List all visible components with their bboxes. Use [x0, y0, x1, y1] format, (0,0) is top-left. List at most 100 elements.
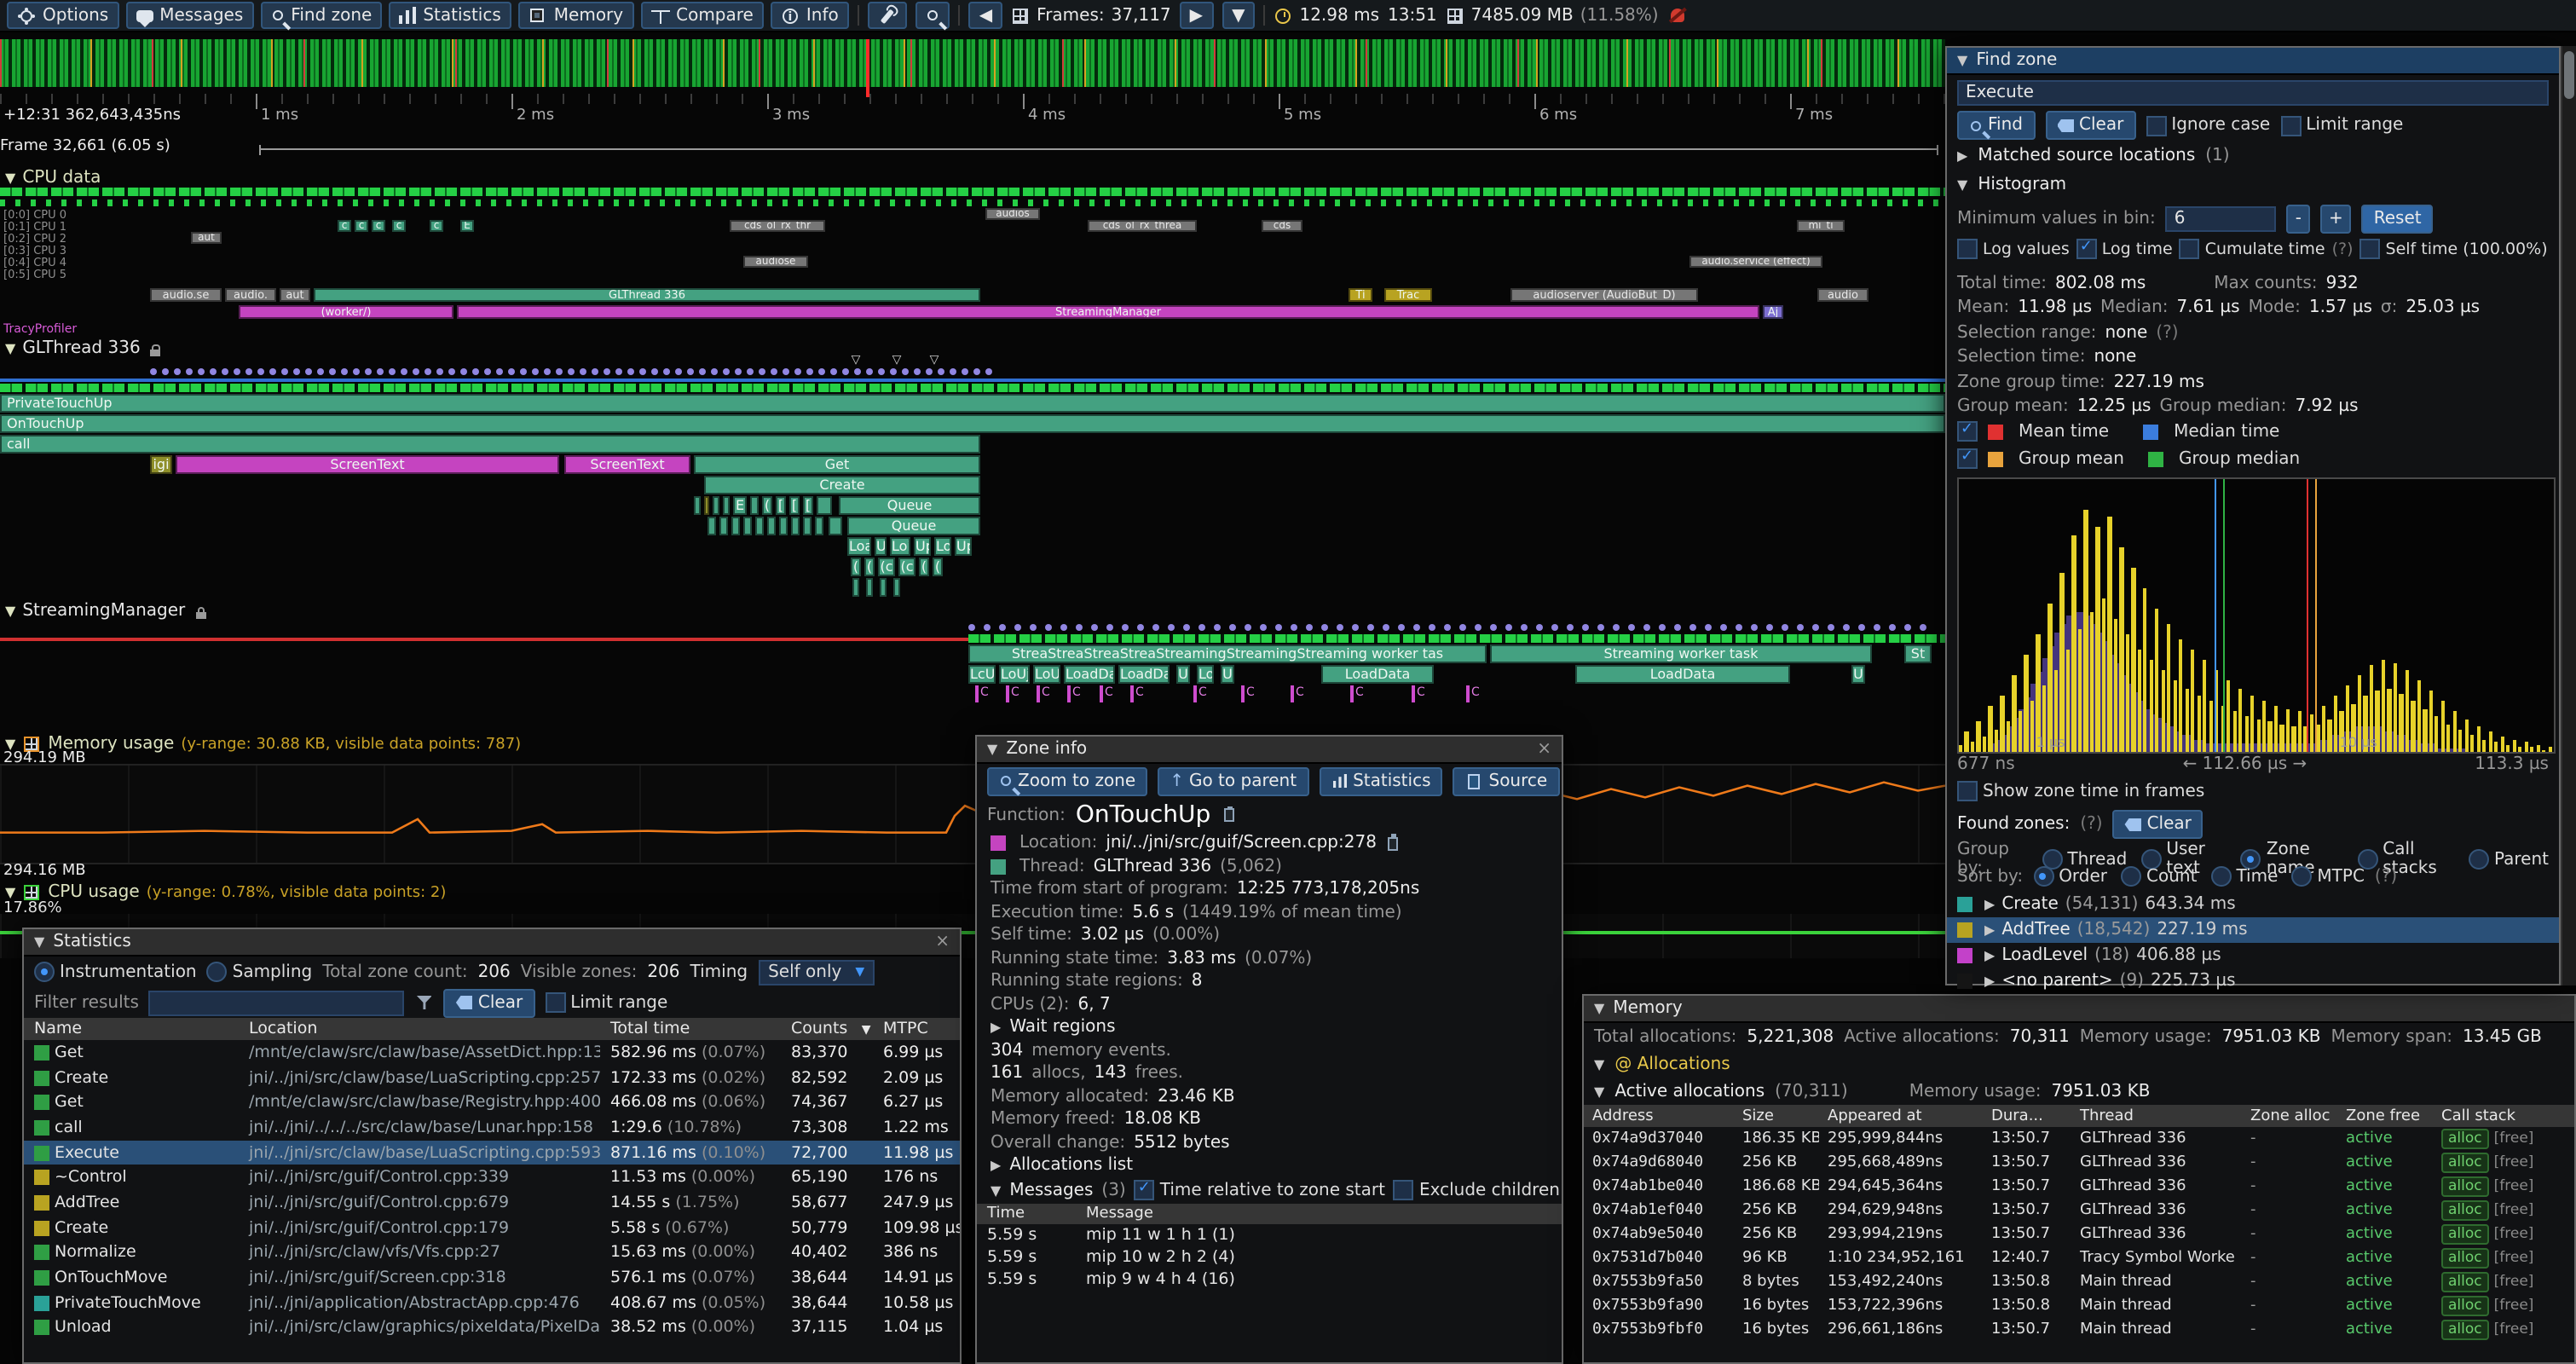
- allocation-row[interactable]: 0x74a9d68040 256 KB 295,668,489ns 13:50.7 GL…: [1592, 1153, 2534, 1173]
- found-zone-group[interactable]: ▶ Create (54,131) 643.34 ms: [1947, 892, 2559, 917]
- tools-button[interactable]: [867, 2, 908, 29]
- limit-range-checkbox[interactable]: Limit range: [545, 992, 667, 1013]
- messages-table-header[interactable]: Time Message: [977, 1203, 1562, 1223]
- frame-separator[interactable]: Frame 32,661 (6.05 s): [0, 138, 1945, 159]
- memory-usage-graph[interactable]: [0, 764, 1945, 864]
- timeline-zone[interactable]: C: [1067, 685, 1081, 702]
- timeline-zone[interactable]: C: [1412, 685, 1425, 702]
- sampling-radio[interactable]: Sampling: [206, 962, 312, 982]
- timeline-zone[interactable]: cds_ol_rx_threa: [1088, 220, 1197, 232]
- timeline-zone[interactable]: audios: [985, 208, 1040, 220]
- timeline-zone[interactable]: U: [875, 537, 887, 556]
- radio-option-thread[interactable]: Thread: [2042, 841, 2127, 878]
- column-header[interactable]: Address: [1592, 1107, 1654, 1124]
- timeline-zone[interactable]: c: [392, 220, 406, 232]
- ignore-case-checkbox[interactable]: Ignore case: [2146, 115, 2270, 136]
- column-header[interactable]: Appeared at: [1828, 1107, 1922, 1124]
- timeline-zone[interactable]: Loi: [890, 537, 910, 556]
- allocation-row[interactable]: 0x74a9d37040 186.35 KB 295,999,844ns 13:50.…: [1592, 1129, 2534, 1149]
- column-header[interactable]: Counts ▼: [791, 1020, 871, 1038]
- timeline-zone[interactable]: C: [1291, 685, 1304, 702]
- scrollbar[interactable]: [2561, 46, 2576, 985]
- column-header[interactable]: Time: [987, 1205, 1025, 1222]
- found-zone-group[interactable]: ▶ <no parent> (9) 225.73 µs: [1947, 968, 2559, 994]
- find-zone-titlebar[interactable]: ▼ Find zone: [1947, 48, 2559, 75]
- radio-option-order[interactable]: Order: [2033, 866, 2107, 887]
- min-bin-input[interactable]: 6: [2165, 206, 2277, 232]
- zoom-to-zone-button[interactable]: Zoom to zone: [987, 766, 1148, 795]
- timeline-zone[interactable]: audio.: [225, 288, 276, 302]
- go-to-parent-button[interactable]: ↑ Go to parent: [1158, 766, 1309, 795]
- timeline-zone[interactable]: U: [1176, 665, 1190, 684]
- timeline-zone[interactable]: OnTouchUp: [0, 414, 1945, 433]
- collapse-icon[interactable]: ▼: [1594, 1084, 1605, 1099]
- funnel-icon[interactable]: [416, 996, 432, 1009]
- timeline-zone[interactable]: C: [1037, 685, 1050, 702]
- timeline-zone[interactable]: C: [1193, 685, 1207, 702]
- timeline-zone[interactable]: Lo: [1197, 665, 1214, 684]
- memory-button[interactable]: Memory: [517, 2, 634, 29]
- allocation-row[interactable]: 0x74ab9e5040 256 KB 293,994,219ns 13:50.7 GL…: [1592, 1224, 2534, 1245]
- messages-button[interactable]: Messages: [125, 2, 254, 29]
- radio-option-parent[interactable]: Parent: [2468, 841, 2549, 878]
- timeline-zone[interactable]: c: [355, 220, 368, 232]
- timeline-zone[interactable]: LoU: [1033, 665, 1060, 684]
- cumulate-time-checkbox[interactable]: Cumulate time: [2179, 239, 2325, 259]
- timeline-zone[interactable]: aut: [191, 232, 222, 244]
- alloc-callstack-button[interactable]: alloc: [2441, 1153, 2489, 1173]
- statistics-row[interactable]: Create jni/../jni/src/claw/base/LuaScript…: [24, 1065, 960, 1089]
- copy-icon[interactable]: [1224, 806, 1235, 822]
- alloc-callstack-button[interactable]: alloc: [2441, 1272, 2489, 1292]
- statistics-row[interactable]: Get/mnt/e/claw/src/claw/base/Registry.hp…: [24, 1090, 960, 1115]
- column-header[interactable]: Zone alloc: [2250, 1107, 2331, 1124]
- statistics-row[interactable]: OnTouchMove jni/../jni/src/guif/Screen.cp…: [24, 1265, 960, 1290]
- timeline-zone[interactable]: C: [1100, 685, 1113, 702]
- timeline-zone[interactable]: E: [733, 496, 747, 515]
- timeline-zone[interactable]: audioserver (AudioBut_D): [1510, 288, 1698, 302]
- info-button[interactable]: i Info: [770, 2, 849, 29]
- timeline-zone[interactable]: ▽: [851, 353, 861, 367]
- timeline-zone[interactable]: Aj: [1763, 305, 1783, 319]
- timeline-zone[interactable]: c: [430, 220, 443, 232]
- zone-info-titlebar[interactable]: ▼ Zone info ×: [977, 737, 1562, 764]
- timeline-zone[interactable]: GLThread 336: [314, 288, 980, 302]
- timeline-zone[interactable]: ▽: [892, 353, 902, 367]
- timeline-zone[interactable]: LcU: [968, 665, 996, 684]
- memory-titlebar[interactable]: ▼ Memory: [1584, 996, 2574, 1023]
- timeline-zone[interactable]: PrivateTouchUp: [0, 394, 1945, 413]
- reset-button[interactable]: Reset: [2361, 205, 2434, 234]
- timeline-zone[interactable]: c: [338, 220, 351, 232]
- timeline-zone[interactable]: Queue: [847, 517, 980, 535]
- timeline-zone[interactable]: (c: [878, 558, 895, 576]
- timeline-zone[interactable]: aut: [280, 288, 310, 302]
- increment-button[interactable]: +: [2319, 205, 2352, 234]
- alloc-callstack-button[interactable]: alloc: [2441, 1320, 2489, 1340]
- timeline-zone[interactable]: Trac: [1384, 288, 1432, 302]
- timeline-zone[interactable]: [694, 496, 701, 515]
- timeline-zone[interactable]: ▽: [929, 353, 939, 367]
- timeline-zone[interactable]: [852, 578, 859, 597]
- timeline-zone[interactable]: LoadDaU: [1118, 665, 1170, 684]
- timeline-zone[interactable]: (: [933, 558, 943, 576]
- timeline-zone[interactable]: call: [0, 435, 980, 454]
- notifications-muted-icon[interactable]: [1670, 9, 1684, 22]
- statistics-row[interactable]: call jni/../jni/../../../src/claw/base/Lu…: [24, 1115, 960, 1140]
- timeline-zone[interactable]: St: [1904, 644, 1932, 663]
- find-zone-button[interactable]: Find zone: [260, 2, 383, 29]
- timeline-zone[interactable]: audio.service (effect): [1689, 256, 1822, 268]
- timeline-zone[interactable]: [: [776, 496, 786, 515]
- statistics-row[interactable]: PrivateTouchMove jni/../jni/application/A…: [24, 1291, 960, 1315]
- memory-table-header[interactable]: Address Size Appeared at Dura... Thread Zone …: [1584, 1105, 2574, 1127]
- help-icon[interactable]: (?): [2080, 815, 2103, 834]
- timeline-zone[interactable]: [731, 517, 740, 535]
- timeline-zone[interactable]: C: [975, 685, 989, 702]
- statistics-row[interactable]: Get/mnt/e/claw/src/claw/base/AssetDict.h…: [24, 1040, 960, 1065]
- alloc-callstack-button[interactable]: alloc: [2441, 1248, 2489, 1269]
- timeline-zone[interactable]: Streaming worker task: [1490, 644, 1872, 663]
- statistics-row[interactable]: ~Control jni/../jni/src/guif/Control.cpp:…: [24, 1165, 960, 1190]
- timeline-zone[interactable]: mi_ti: [1797, 220, 1845, 232]
- timeline-zone[interactable]: cds_ol_rx_thr: [730, 220, 825, 232]
- timeline-zone[interactable]: [708, 517, 716, 535]
- radio-option-mtpc[interactable]: MTPC: [2291, 866, 2365, 887]
- column-header[interactable]: Dura...: [1991, 1107, 2043, 1124]
